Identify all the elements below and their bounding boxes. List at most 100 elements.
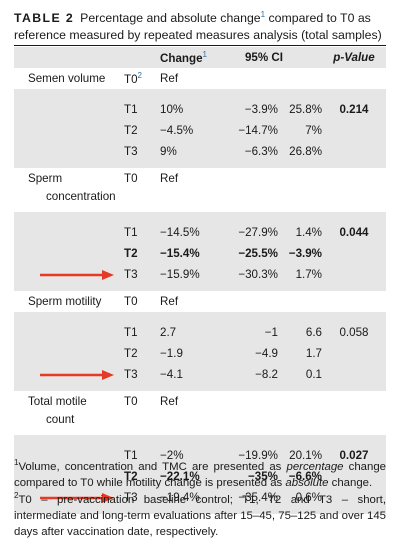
spacer-cell [322,89,386,99]
empty-cell [278,391,322,435]
spacer-cell [14,385,124,391]
spacer-cell [124,212,160,222]
results-table: Change1 95% CI p-Value Semen volume T02 Re… [14,47,386,514]
spacer-cell [278,435,322,445]
empty-cell [218,168,278,212]
spacer-cell [278,312,322,322]
spacer-cell [322,285,386,291]
caption-text-b: compared to T0 as reference measured by … [14,11,382,43]
spacer-cell [160,162,218,168]
spacer-cell [322,385,386,391]
spacer-cell [124,89,160,99]
empty-cell [278,291,322,312]
change-value: 9% [160,141,218,162]
p-value [322,364,386,385]
spacer-row [14,162,386,168]
ci-high: 7% [278,120,322,141]
change-value: −19.4% [160,487,218,508]
group-ref-row: Total motile count T0 Ref [14,391,386,435]
spacer-cell [160,385,218,391]
ci-high: 1.7 [278,343,322,364]
time-point: T1 [124,222,160,243]
empty-cell [14,466,124,487]
empty-cell [14,243,124,264]
p-value: 0.044 [322,222,386,243]
spacer-cell [160,508,218,514]
empty-cell [218,291,278,312]
red-arrow-icon [40,369,114,380]
spacer-cell [218,162,278,168]
spacer-cell [124,508,160,514]
time-point: T2 [124,343,160,364]
spacer-cell [218,385,278,391]
ci-low: −35% [218,466,278,487]
p-value [322,487,386,508]
t0-footnote-ref[interactable]: 2 [137,71,142,81]
p-value [322,264,386,285]
top-rule [14,45,386,46]
data-row: T2 −1.9 −4.9 1.7 [14,343,386,364]
spacer-row [14,435,386,445]
change-value: −15.9% [160,264,218,285]
time-point: T3 [124,487,160,508]
spacer-cell [322,508,386,514]
spacer-cell [322,435,386,445]
spacer-cell [218,89,278,99]
time-point: T3 [124,364,160,385]
change-value: −14.5% [160,222,218,243]
header-change: Change1 [160,47,218,68]
change-footnote-ref[interactable]: 1 [202,50,207,60]
empty-cell [218,68,278,89]
empty-cell [218,391,278,435]
change-value: −4.1 [160,364,218,385]
ci-low: −25.5% [218,243,278,264]
change-value: 10% [160,99,218,120]
spacer-cell [322,312,386,322]
ci-high: 6.6 [278,322,322,343]
spacer-cell [218,435,278,445]
p-value [322,466,386,487]
spacer-cell [218,312,278,322]
group-ref-row: Sperm motility T0 Ref [14,291,386,312]
data-row: T3 −15.9% −30.3% 1.7% [14,264,386,285]
group-name-line2: concentration [46,190,116,203]
change-value: −1.9 [160,343,218,364]
empty-cell [278,168,322,212]
ci-low: −27.9% [218,222,278,243]
caption-footnote-ref[interactable]: 1 [260,10,266,19]
data-row: T3 9% −6.3% 26.8% [14,141,386,162]
group-name: Sperm concentration [14,168,124,212]
ci-high: −6.6% [278,466,322,487]
ci-high: 20.1% [278,445,322,466]
ref-time-text: T0 [124,172,138,185]
spacer-cell [278,162,322,168]
group-name: Total motile count [14,391,124,435]
ci-low: −35.4% [218,487,278,508]
spacer-cell [322,162,386,168]
time-point: T3 [124,141,160,162]
data-row: T1 2.7 −1 6.6 0.058 [14,322,386,343]
time-point: T2 [124,243,160,264]
empty-cell [14,322,124,343]
ci-low: −19.9% [218,445,278,466]
header-p-value: p-Value [322,47,386,68]
time-point: T2 [124,120,160,141]
header-ci: 95% CI [218,47,322,68]
spacer-cell [14,212,124,222]
ci-high: 0.1 [278,364,322,385]
ci-low: −1 [218,322,278,343]
spacer-row [14,89,386,99]
group-name-line1: Sperm motility [28,295,102,308]
group-name-line1: Sperm [28,172,63,185]
spacer-cell [160,435,218,445]
ci-low: −4.9 [218,343,278,364]
spacer-cell [160,285,218,291]
group-name: Semen volume [14,68,124,89]
arrow-cell [14,364,124,385]
ref-time-text: T0 [124,395,138,408]
table-caption: TABLE 2 Percentage and absolute change1 c… [14,6,386,44]
ci-low: −3.9% [218,99,278,120]
spacer-cell [160,212,218,222]
spacer-cell [160,312,218,322]
spacer-cell [160,89,218,99]
